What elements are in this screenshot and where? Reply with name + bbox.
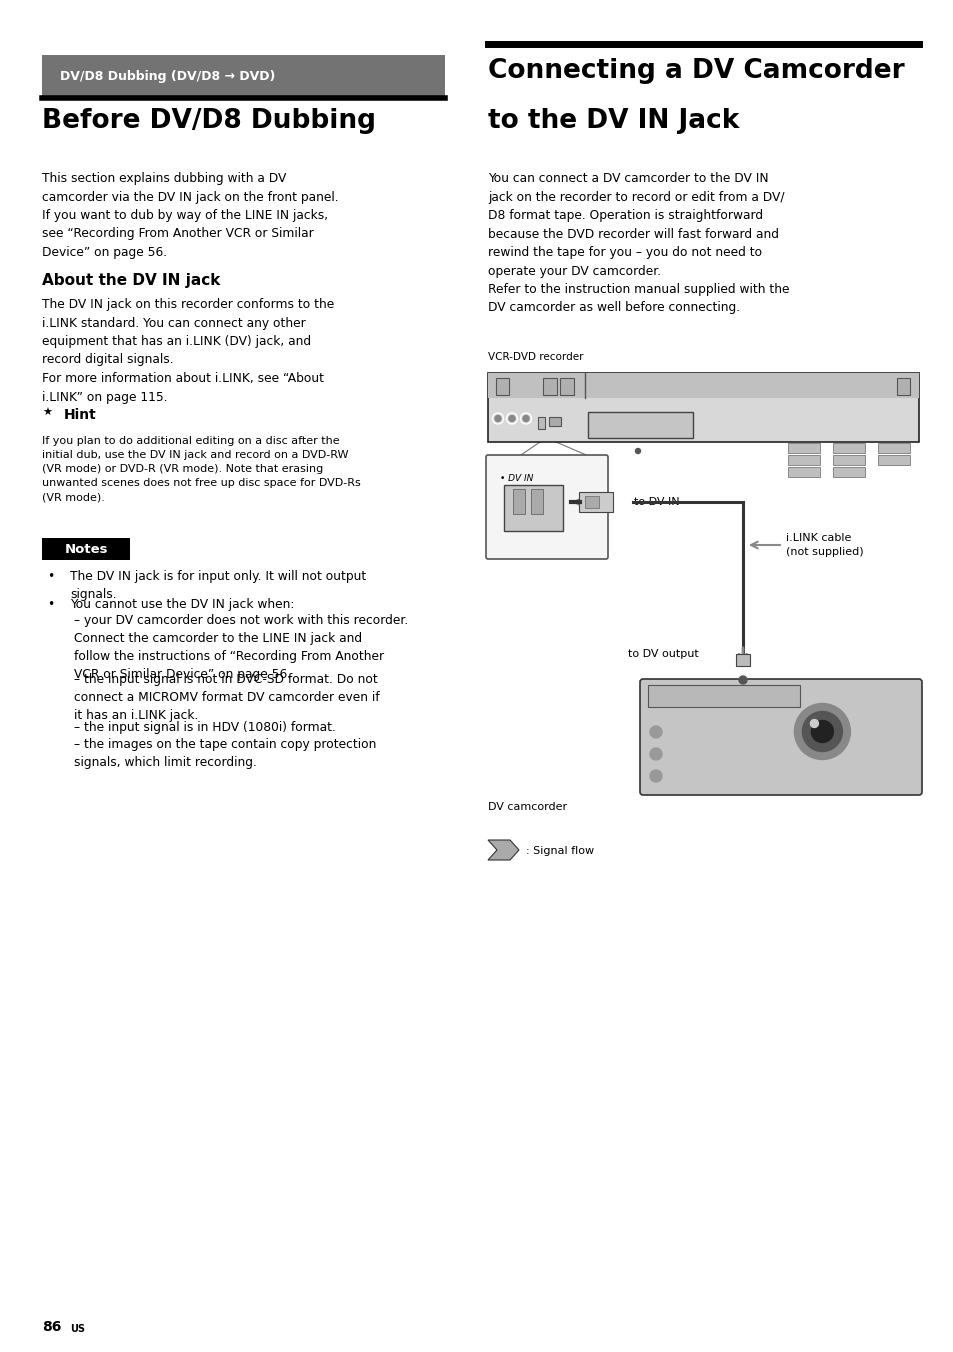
Text: US: US	[70, 1324, 85, 1334]
Text: – the input signal is in HDV (1080i) format.: – the input signal is in HDV (1080i) for…	[74, 721, 335, 734]
Polygon shape	[488, 840, 518, 860]
FancyBboxPatch shape	[513, 489, 524, 514]
FancyBboxPatch shape	[42, 538, 130, 560]
Text: 86: 86	[42, 1320, 61, 1334]
Circle shape	[635, 449, 639, 453]
Text: DV camcorder: DV camcorder	[488, 802, 566, 813]
FancyBboxPatch shape	[537, 416, 544, 429]
FancyBboxPatch shape	[877, 456, 909, 465]
Circle shape	[739, 676, 746, 684]
Text: About the DV IN jack: About the DV IN jack	[42, 273, 220, 288]
Text: to the DV IN Jack: to the DV IN Jack	[488, 108, 739, 134]
Circle shape	[811, 721, 833, 742]
Text: – the input signal is not in DVC-SD format. Do not
connect a MICROMV format DV c: – the input signal is not in DVC-SD form…	[74, 673, 379, 722]
FancyBboxPatch shape	[877, 443, 909, 453]
Text: Hint: Hint	[64, 408, 96, 422]
Text: to DV IN: to DV IN	[634, 498, 679, 507]
Text: ★: ★	[42, 408, 52, 418]
FancyBboxPatch shape	[485, 456, 607, 558]
Text: This section explains dubbing with a DV
camcorder via the DV IN jack on the fron: This section explains dubbing with a DV …	[42, 172, 338, 260]
FancyBboxPatch shape	[42, 55, 444, 97]
Text: You can connect a DV camcorder to the DV IN
jack on the recorder to record or ed: You can connect a DV camcorder to the DV…	[488, 172, 789, 315]
FancyBboxPatch shape	[559, 379, 574, 395]
Circle shape	[649, 726, 661, 738]
FancyBboxPatch shape	[896, 379, 909, 395]
Text: •: •	[47, 571, 54, 583]
FancyBboxPatch shape	[542, 379, 557, 395]
FancyBboxPatch shape	[503, 485, 562, 531]
Text: Notes: Notes	[64, 542, 108, 556]
Text: DV/D8 Dubbing (DV/D8 → DVD): DV/D8 Dubbing (DV/D8 → DVD)	[60, 70, 275, 82]
Text: The DV IN jack on this recorder conforms to the
i.LINK standard. You can connect: The DV IN jack on this recorder conforms…	[42, 297, 334, 403]
Text: If you plan to do additional editing on a disc after the
initial dub, use the DV: If you plan to do additional editing on …	[42, 435, 360, 502]
FancyBboxPatch shape	[787, 443, 820, 453]
FancyBboxPatch shape	[584, 496, 598, 508]
FancyBboxPatch shape	[832, 443, 864, 453]
FancyBboxPatch shape	[488, 373, 918, 442]
FancyBboxPatch shape	[832, 456, 864, 465]
Text: : Signal flow: : Signal flow	[525, 846, 594, 856]
FancyBboxPatch shape	[647, 685, 799, 707]
FancyBboxPatch shape	[578, 492, 613, 512]
Text: VCR-DVD recorder: VCR-DVD recorder	[488, 352, 583, 362]
FancyBboxPatch shape	[496, 379, 509, 395]
Text: Connecting a DV Camcorder: Connecting a DV Camcorder	[488, 58, 903, 84]
Circle shape	[801, 711, 841, 752]
Text: to DV output: to DV output	[627, 649, 698, 658]
Circle shape	[794, 703, 849, 760]
FancyBboxPatch shape	[531, 489, 542, 514]
Text: – your DV camcorder does not work with this recorder.
Connect the camcorder to t: – your DV camcorder does not work with t…	[74, 614, 408, 681]
Circle shape	[495, 415, 500, 422]
FancyBboxPatch shape	[735, 654, 749, 667]
FancyBboxPatch shape	[787, 466, 820, 477]
FancyBboxPatch shape	[832, 466, 864, 477]
Text: i.LINK cable
(not supplied): i.LINK cable (not supplied)	[785, 534, 862, 557]
FancyBboxPatch shape	[488, 373, 918, 397]
Text: You cannot use the DV IN jack when:: You cannot use the DV IN jack when:	[70, 598, 294, 611]
FancyBboxPatch shape	[587, 412, 692, 438]
Text: – the images on the tape contain copy protection
signals, which limit recording.: – the images on the tape contain copy pr…	[74, 738, 376, 769]
FancyBboxPatch shape	[639, 679, 921, 795]
Circle shape	[509, 415, 515, 422]
Text: • DV IN: • DV IN	[499, 475, 533, 483]
FancyBboxPatch shape	[787, 456, 820, 465]
Text: The DV IN jack is for input only. It will not output
signals.: The DV IN jack is for input only. It wil…	[70, 571, 366, 602]
Circle shape	[649, 771, 661, 781]
Circle shape	[649, 748, 661, 760]
Text: •: •	[47, 598, 54, 611]
FancyBboxPatch shape	[548, 416, 560, 426]
Text: Before DV/D8 Dubbing: Before DV/D8 Dubbing	[42, 108, 375, 134]
Circle shape	[522, 415, 529, 422]
Circle shape	[809, 719, 818, 727]
